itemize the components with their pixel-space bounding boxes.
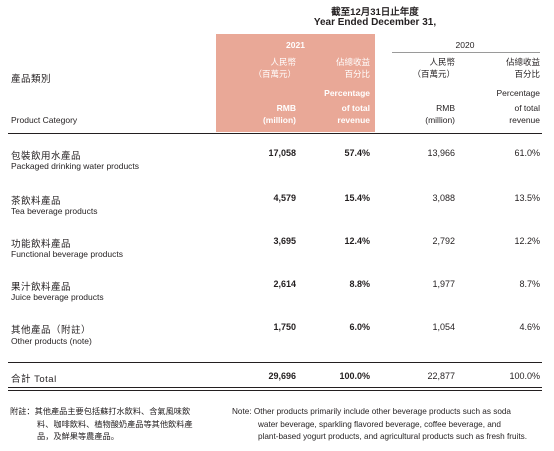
total-bottom-rule-2 — [8, 390, 542, 391]
h2021-pct-en-3: revenue — [337, 115, 370, 125]
cell-rmb-2021: 2,614 — [273, 279, 296, 289]
cell-pct-2020: 8.7% — [519, 279, 540, 289]
row-label-cn: 功能飲料產品 — [11, 239, 72, 250]
h2021-rmb-cn-2: （百萬元） — [253, 69, 296, 79]
note-en-line: water beverage, sparkling flavored bever… — [258, 419, 501, 429]
cell-pct-2021: 6.0% — [349, 322, 370, 332]
row-label-en: Juice beverage products — [11, 292, 104, 302]
row-label-cn: 其他產品（附註） — [11, 325, 92, 336]
category-en: Product Category — [11, 115, 78, 125]
h2020-pct-en-2: of total — [514, 103, 540, 113]
row-label-en: Packaged drinking water products — [11, 161, 140, 171]
h2021-pct-cn-1: 佔總收益 — [335, 57, 370, 67]
h2020-rmb-cn-2: （百萬元） — [412, 69, 455, 79]
highlight-2021-band — [216, 34, 375, 132]
note-en-line: plant-based yogurt products, and agricul… — [258, 432, 527, 441]
total-rmb-2020: 22,877 — [427, 371, 455, 381]
h2020-rmb-en-2: (million) — [425, 115, 455, 125]
row-label-en: Tea beverage products — [11, 206, 98, 216]
row-label-en: Functional beverage products — [11, 249, 123, 259]
note-cn-line: 附註：其他產品主要包括蘇打水飲料、含氣風味飲 — [10, 407, 191, 416]
cell-pct-2021: 8.8% — [349, 279, 370, 289]
h2020-pct-en-3: revenue — [509, 115, 540, 125]
h2020-pct-cn-2: 百分比 — [514, 69, 540, 79]
total-bottom-rule-1 — [8, 387, 542, 388]
row-label-cn: 茶飲料產品 — [11, 196, 62, 207]
note-cn-line: 品，及鮮果等農產品。 — [37, 432, 119, 441]
h2020-rmb-cn-1: 人民幣 — [429, 57, 455, 67]
row-label-en: Other products (note) — [11, 336, 92, 346]
h2021-rmb-cn-1: 人民幣 — [270, 57, 296, 67]
total-pct-2021: 100.0% — [339, 371, 370, 381]
year-2021: 2021 — [286, 40, 305, 50]
cell-pct-2021: 12.4% — [344, 236, 370, 246]
cell-pct-2021: 57.4% — [344, 148, 370, 158]
category-cn: 產品類別 — [11, 74, 52, 85]
period-cn: 截至12月31日止年度 — [331, 7, 419, 18]
row-label-cn: 包裝飲用水產品 — [11, 151, 82, 162]
year-2020: 2020 — [455, 40, 475, 50]
cell-rmb-2020: 2,792 — [432, 236, 455, 246]
cell-rmb-2020: 1,054 — [432, 322, 455, 332]
row-label-cn: 果汁飲料產品 — [11, 282, 72, 293]
total-rmb-2021: 29,696 — [268, 371, 296, 381]
total-label: 合計 Total — [11, 374, 57, 385]
note-en: Note: Other products primarily include o… — [232, 406, 552, 444]
h2021-rmb-en-1: RMB — [276, 103, 296, 113]
cell-rmb-2021: 4,579 — [273, 193, 296, 203]
h2020-pct-cn-1: 佔總收益 — [505, 57, 540, 67]
total-top-rule — [8, 362, 542, 363]
cell-rmb-2020: 13,966 — [427, 148, 455, 158]
header-rule — [8, 133, 542, 134]
cell-pct-2021: 15.4% — [344, 193, 370, 203]
h2021-pct-cn-2: 百分比 — [344, 69, 370, 79]
period-en: Year Ended December 31, — [313, 17, 437, 28]
note-cn: 附註：其他產品主要包括蘇打水飲料、含氣風味飲 料、咖啡飲料、植物酸奶產品等其他飲… — [10, 406, 225, 444]
note-cn-line: 料、咖啡飲料、植物酸奶產品等其他飲料產 — [37, 419, 193, 429]
cell-pct-2020: 4.6% — [519, 322, 540, 332]
cell-rmb-2020: 3,088 — [432, 193, 455, 203]
cell-pct-2020: 13.5% — [514, 193, 540, 203]
cell-rmb-2021: 3,695 — [273, 236, 296, 246]
cell-rmb-2021: 17,058 — [268, 148, 296, 158]
h2020-rmb-en-1: RMB — [436, 103, 455, 113]
h2020-pct-en-1: Percentage — [496, 88, 540, 98]
cell-rmb-2021: 1,750 — [273, 322, 296, 332]
h2021-rmb-en-2: (million) — [262, 115, 296, 125]
cell-pct-2020: 61.0% — [514, 148, 540, 158]
h2021-pct-en-1: Percentage — [324, 88, 370, 98]
year-2020-rule — [392, 52, 540, 53]
h2021-pct-en-2: of total — [341, 103, 370, 113]
cell-pct-2020: 12.2% — [514, 236, 540, 246]
total-pct-2020: 100.0% — [509, 371, 540, 381]
cell-rmb-2020: 1,977 — [432, 279, 455, 289]
note-en-line: Note: Other products primarily include o… — [232, 407, 511, 416]
